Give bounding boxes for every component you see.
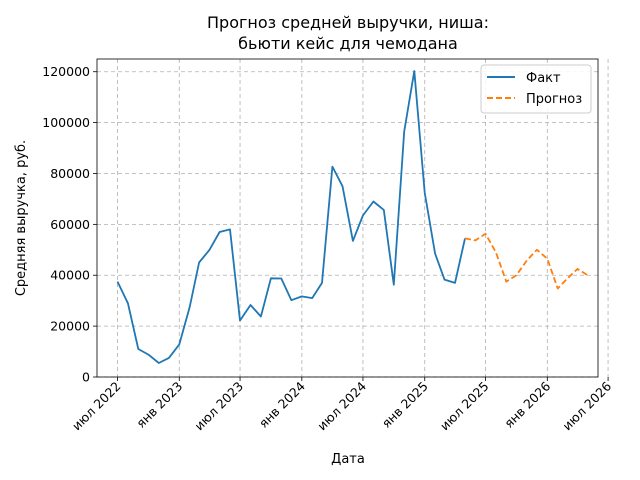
plot-series — [116, 70, 589, 364]
y-tick-label: 20000 — [50, 319, 90, 334]
legend-label-forecast: Прогноз — [526, 92, 582, 107]
chart-title-line-2: бьюти кейс для чемодана — [238, 34, 458, 53]
legend: Факт Прогноз — [480, 64, 592, 114]
chart-title-line-1: Прогноз средней выручки, ниша: — [207, 13, 489, 32]
x-axis-label: Дата — [331, 452, 365, 467]
plot-area-frame — [96, 58, 599, 378]
y-tick-label: 40000 — [50, 268, 90, 283]
y-tick-label: 100000 — [42, 115, 90, 130]
series-line-fact — [116, 70, 466, 364]
legend-label-fact: Факт — [526, 71, 561, 86]
y-tick-label: 120000 — [42, 64, 90, 79]
y-tick-label: 60000 — [50, 217, 90, 232]
series-line-forecast — [464, 232, 589, 290]
y-tick-label: 80000 — [50, 166, 90, 181]
y-tick-label: 0 — [82, 370, 90, 385]
y-axis-label: Средняя выручка, руб. — [14, 140, 29, 296]
